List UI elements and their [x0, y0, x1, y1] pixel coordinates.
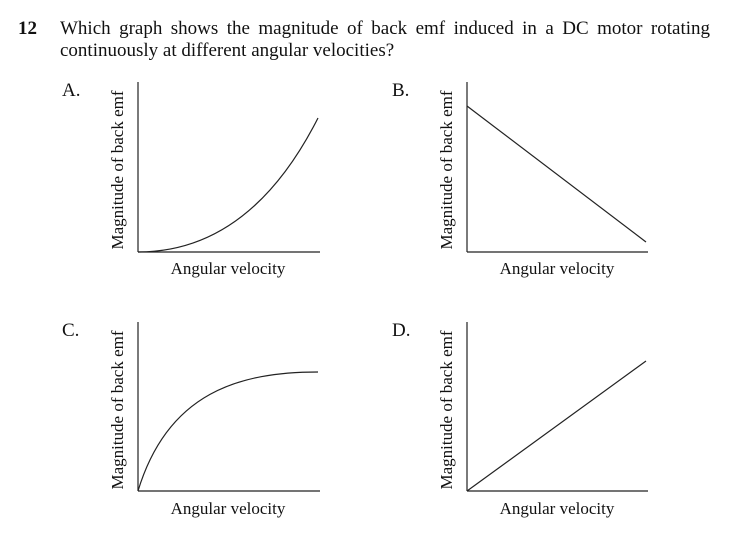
graph-a-ylabel: Magnitude of back emf — [108, 90, 127, 249]
question-number: 12 — [18, 18, 37, 39]
graph-a-xlabel: Angular velocity — [171, 259, 286, 278]
graph-d — [466, 322, 648, 492]
graph-c-xlabel: Angular velocity — [171, 499, 286, 518]
graph-b-xlabel: Angular velocity — [500, 259, 615, 278]
option-a-label: A. — [62, 80, 81, 101]
option-b-label: B. — [392, 80, 410, 101]
graph-c-curve — [137, 371, 319, 492]
option-d-label: D. — [392, 320, 411, 341]
question-text-line-2: continuously at different angular veloci… — [60, 40, 395, 61]
graph-c — [137, 322, 320, 492]
option-c-label: C. — [62, 320, 80, 341]
graph-b-ylabel: Magnitude of back emf — [437, 90, 456, 249]
graph-d-xlabel: Angular velocity — [500, 499, 615, 518]
graph-d-curve — [466, 360, 647, 492]
graph-d-ylabel: Magnitude of back emf — [437, 330, 456, 489]
question-text-line-1: Which graph shows the magnitude of back … — [60, 18, 710, 39]
graph-b — [466, 82, 648, 253]
graph-a-curve — [137, 117, 319, 253]
graph-b-curve — [466, 105, 647, 243]
graph-a — [137, 82, 320, 253]
graph-c-ylabel: Magnitude of back emf — [108, 330, 127, 489]
